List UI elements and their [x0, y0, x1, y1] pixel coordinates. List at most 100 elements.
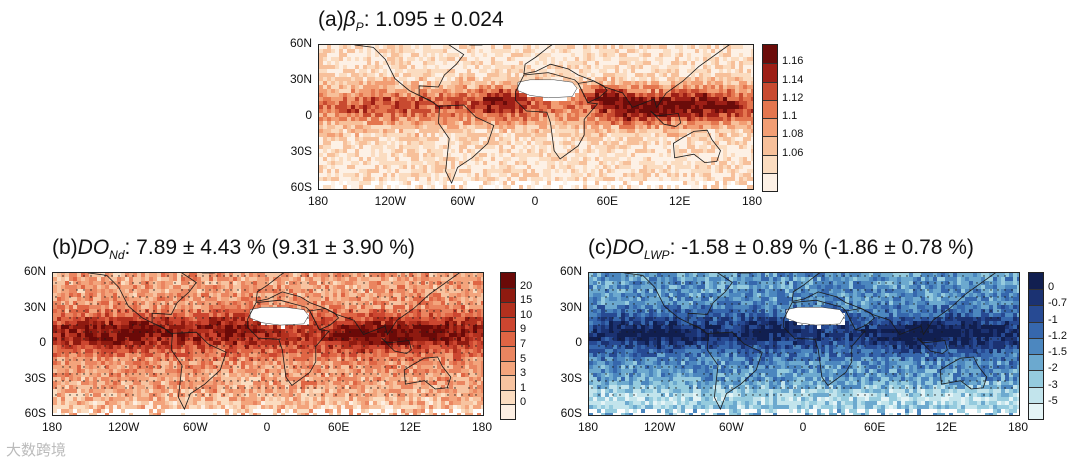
- grid-cell: [161, 297, 165, 301]
- grid-cell: [491, 53, 495, 57]
- grid-cell: [105, 337, 109, 341]
- grid-cell: [743, 125, 747, 129]
- grid-cell: [165, 329, 169, 333]
- grid-cell: [169, 389, 173, 393]
- grid-cell: [97, 345, 101, 349]
- grid-cell: [399, 89, 403, 93]
- grid-cell: [407, 89, 411, 93]
- grid-cell: [743, 85, 747, 89]
- grid-cell: [387, 117, 391, 121]
- grid-cell: [145, 297, 149, 301]
- grid-cell: [319, 89, 323, 93]
- grid-cell: [53, 353, 57, 357]
- grid-cell: [735, 53, 739, 57]
- grid-cell: [73, 393, 77, 397]
- grid-cell: [651, 117, 655, 121]
- grid-cell: [495, 93, 499, 97]
- grid-cell: [153, 385, 157, 389]
- grid-cell: [655, 69, 659, 73]
- grid-cell: [451, 85, 455, 89]
- grid-cell: [367, 61, 371, 65]
- grid-cell: [427, 49, 431, 53]
- grid-cell: [595, 125, 599, 129]
- grid-cell: [583, 73, 587, 77]
- grid-cell: [619, 85, 623, 89]
- grid-cell: [591, 185, 595, 189]
- grid-cell: [399, 65, 403, 69]
- grid-cell: [137, 401, 141, 405]
- grid-cell: [651, 145, 655, 149]
- grid-cell: [391, 89, 395, 93]
- grid-cell: [631, 69, 635, 73]
- grid-cell: [467, 157, 471, 161]
- grid-cell: [639, 61, 643, 65]
- grid-cell: [157, 273, 161, 277]
- grid-cell: [675, 161, 679, 165]
- grid-cell: [363, 121, 367, 125]
- grid-cell: [479, 57, 483, 61]
- grid-cell: [595, 169, 599, 173]
- grid-cell: [435, 141, 439, 145]
- grid-cell: [331, 145, 335, 149]
- grid-cell: [383, 61, 387, 65]
- grid-cell: [655, 117, 659, 121]
- grid-cell: [579, 129, 583, 133]
- grid-cell: [435, 49, 439, 53]
- grid-cell: [137, 281, 141, 285]
- grid-cell: [619, 133, 623, 137]
- grid-cell: [423, 149, 427, 153]
- grid-cell: [327, 65, 331, 69]
- grid-cell: [379, 153, 383, 157]
- grid-cell: [331, 101, 335, 105]
- grid-cell: [375, 45, 379, 49]
- grid-cell: [707, 73, 711, 77]
- grid-cell: [65, 373, 69, 377]
- grid-cell: [571, 45, 575, 49]
- grid-cell: [149, 281, 153, 285]
- grid-cell: [371, 153, 375, 157]
- grid-cell: [715, 45, 719, 49]
- grid-cell: [675, 65, 679, 69]
- grid-cell: [447, 49, 451, 53]
- grid-cell: [619, 165, 623, 169]
- grid-cell: [399, 157, 403, 161]
- grid-cell: [535, 61, 539, 65]
- grid-cell: [439, 61, 443, 65]
- grid-cell: [491, 149, 495, 153]
- grid-cell: [367, 117, 371, 121]
- grid-cell: [575, 57, 579, 61]
- grid-cell: [327, 157, 331, 161]
- grid-cell: [181, 289, 185, 293]
- grid-cell: [507, 77, 511, 81]
- grid-cell: [639, 109, 643, 113]
- grid-cell: [327, 161, 331, 165]
- grid-cell: [113, 377, 117, 381]
- grid-cell: [383, 85, 387, 89]
- grid-cell: [603, 97, 607, 101]
- grid-cell: [427, 145, 431, 149]
- grid-cell: [507, 65, 511, 69]
- grid-cell: [153, 413, 157, 415]
- grid-cell: [399, 49, 403, 53]
- grid-cell: [567, 61, 571, 65]
- grid-cell: [137, 341, 141, 345]
- grid-cell: [65, 325, 69, 329]
- grid-cell: [539, 45, 543, 49]
- grid-cell: [161, 277, 165, 281]
- grid-cell: [675, 77, 679, 81]
- grid-cell: [515, 125, 519, 129]
- grid-cell: [165, 285, 169, 289]
- grid-cell: [467, 177, 471, 181]
- grid-cell: [323, 125, 327, 129]
- grid-cell: [339, 85, 343, 89]
- grid-cell: [89, 285, 93, 289]
- grid-cell: [707, 77, 711, 81]
- grid-cell: [181, 273, 185, 277]
- grid-cell: [339, 129, 343, 133]
- grid-cell: [77, 325, 81, 329]
- grid-cell: [491, 81, 495, 85]
- grid-cell: [89, 381, 93, 385]
- grid-cell: [655, 121, 659, 125]
- grid-cell: [691, 185, 695, 189]
- grid-cell: [571, 141, 575, 145]
